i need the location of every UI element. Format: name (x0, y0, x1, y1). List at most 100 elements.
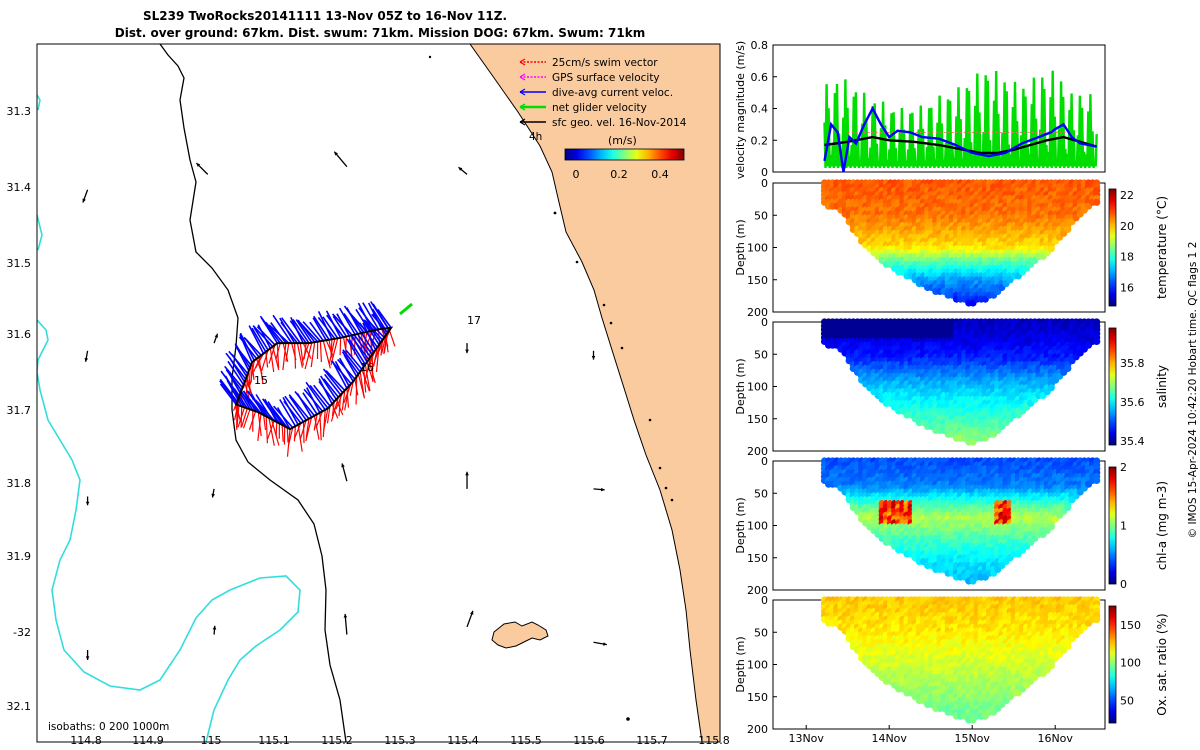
current-vector (254, 399, 270, 419)
depth-tick: 150 (747, 413, 768, 426)
swim-vector (286, 429, 291, 457)
swim-vector (331, 403, 339, 419)
current-vector (256, 326, 276, 346)
swim-vector (242, 409, 251, 429)
swim-vector (383, 332, 389, 354)
depth-tick: 50 (754, 626, 768, 639)
current-vector (342, 349, 361, 373)
current-vector (289, 320, 307, 344)
time-axis: 13Nov 14Nov 15Nov 16Nov (788, 725, 1073, 745)
colorbar-tick: 2 (1120, 461, 1127, 474)
swim-vector (375, 344, 380, 372)
geo-vector (593, 487, 605, 492)
swim-vector (354, 378, 359, 396)
swim-vector (304, 342, 313, 370)
swim-vector (380, 339, 384, 356)
swim-vector (241, 408, 248, 428)
current-vector (348, 338, 366, 365)
current-vector (265, 321, 284, 344)
swim-vector (341, 390, 346, 411)
colorbar-label: salinity (1155, 365, 1169, 408)
swim-vector (281, 424, 284, 442)
swim-vector (328, 338, 336, 364)
swim-vector (361, 369, 370, 392)
colorbar-tick: 22 (1120, 189, 1134, 202)
geo-vector (85, 496, 90, 506)
swim-vector (257, 412, 262, 437)
isobaths-label: isobaths: 0 200 1000m (48, 721, 169, 733)
time-tick: 13Nov (788, 732, 824, 745)
colorbar-label: temperature (°C) (1155, 196, 1169, 299)
legend-item-geo: sfc geo. vel. 16-Nov-2014 (552, 117, 687, 129)
current-vector (322, 316, 339, 339)
current-vector (219, 378, 238, 403)
swim-vector (381, 334, 387, 354)
current-vector (362, 319, 380, 346)
map-y-tick: 31.5 (7, 257, 32, 270)
geo-vector (211, 488, 215, 498)
current-vector (224, 365, 244, 389)
current-vector (323, 378, 340, 398)
map-y-tick: 31.7 (7, 404, 32, 417)
colorbar-label: chl-a (mg m-3) (1155, 481, 1169, 570)
section-data (820, 596, 1101, 724)
current-vector (253, 326, 269, 351)
current-vector (320, 375, 337, 400)
current-vector (284, 395, 305, 423)
current-vector (309, 384, 329, 409)
swim-vector (371, 354, 374, 382)
swim-vector (268, 344, 276, 364)
current-vector (312, 317, 327, 341)
geo-vector (593, 641, 608, 646)
current-vector (288, 394, 310, 420)
current-vector (356, 332, 373, 356)
depth-tick: 200 (747, 445, 768, 458)
colorbar-tick: 20 (1120, 220, 1134, 233)
geo-vector (591, 350, 596, 360)
current-vector (280, 321, 299, 344)
swim-vector (275, 342, 281, 360)
current-vector (268, 324, 290, 344)
current-vector (362, 322, 377, 351)
depth-ylabel: Depth (m) (734, 497, 747, 553)
coastal-rocks (428, 55, 674, 721)
velocity-panel: 0 0.2 0.4 0.6 0.8 velocity magnitude (m/s) (734, 39, 1106, 179)
swim-vector (366, 361, 374, 382)
copyright-label: © IMOS 15-Apr-2024 10:42:20 Hobart time.… (1187, 242, 1199, 539)
speed-colorbar-tick: 0.4 (651, 168, 669, 181)
swim-vector (349, 381, 354, 396)
geo-vector (466, 610, 474, 628)
series-net-glider (823, 70, 1098, 169)
legend-item-dive-avg: dive-avg current veloc. (552, 87, 673, 99)
current-vector (219, 383, 237, 405)
speed-colorbar-tick: 0 (573, 168, 580, 181)
map-y-tick: 31.8 (7, 477, 32, 490)
current-vector (346, 338, 365, 368)
current-vector (225, 369, 243, 391)
speed-colorbar-tick: 0.2 (610, 168, 628, 181)
swim-vector (305, 418, 310, 438)
swim-vector (357, 374, 366, 399)
map-y-tick: 32.1 (7, 700, 32, 713)
colorbar-tick: 16 (1120, 282, 1134, 295)
velocity-y-tick: 0.2 (751, 134, 769, 147)
time-tick: 15Nov (954, 732, 990, 745)
figure-title-line2: Dist. over ground: 67km. Dist. swum: 71k… (115, 26, 645, 40)
series-dive-avg (823, 105, 1097, 173)
swim-vector (248, 370, 251, 394)
swim-vector (313, 415, 320, 440)
current-vector (350, 333, 368, 363)
geo-vector (465, 471, 469, 489)
depth-tick: 50 (754, 348, 768, 361)
current-vector (280, 317, 301, 344)
swim-vector (339, 337, 342, 356)
day-label-15: 15 (254, 374, 268, 387)
swim-vector (240, 406, 243, 428)
map-y-tick: -32 (13, 626, 31, 639)
swim-vector (319, 412, 322, 441)
current-vector (365, 317, 385, 339)
swim-vector (322, 409, 326, 438)
current-vector (305, 387, 321, 414)
current-vector (251, 327, 267, 353)
